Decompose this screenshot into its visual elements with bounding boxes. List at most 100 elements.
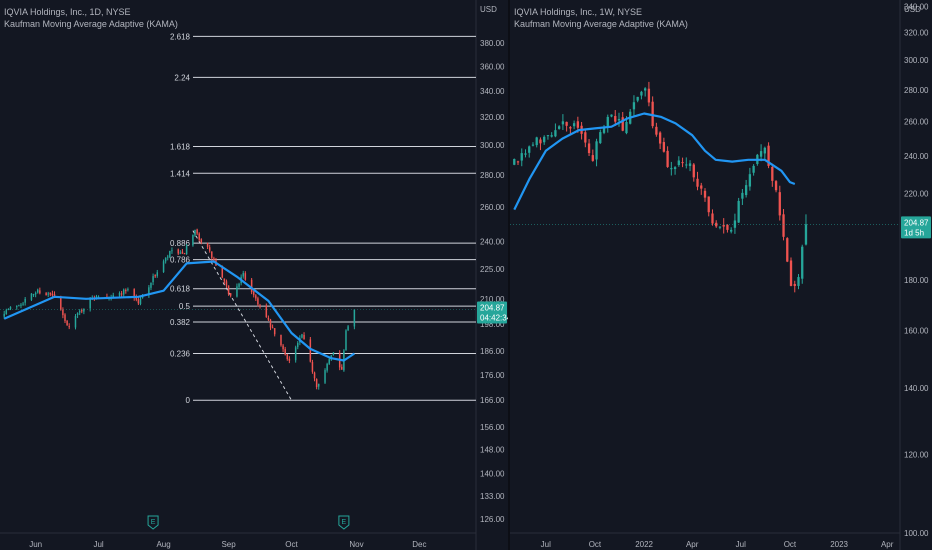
candle-body[interactable]: [707, 196, 710, 213]
candle-body[interactable]: [759, 151, 763, 157]
candle-body[interactable]: [726, 224, 729, 230]
earnings-marker[interactable]: [338, 515, 350, 530]
candle-body[interactable]: [685, 164, 688, 166]
candle-body[interactable]: [271, 327, 274, 329]
candle-body[interactable]: [162, 261, 165, 273]
candle-body[interactable]: [782, 214, 785, 237]
candle-body[interactable]: [617, 119, 621, 121]
candle-body[interactable]: [74, 315, 77, 328]
candle-body[interactable]: [89, 299, 91, 309]
candle-body[interactable]: [236, 286, 238, 297]
candle-body[interactable]: [516, 161, 520, 163]
candle-body[interactable]: [681, 162, 684, 164]
candle-body[interactable]: [194, 229, 196, 236]
candle-body[interactable]: [658, 132, 662, 144]
candle-body[interactable]: [718, 226, 722, 228]
candle-body[interactable]: [76, 313, 79, 315]
candle-body[interactable]: [591, 155, 594, 161]
candle-body[interactable]: [273, 328, 276, 335]
candle-body[interactable]: [137, 299, 140, 304]
candle-body[interactable]: [60, 297, 62, 310]
candle-body[interactable]: [127, 289, 129, 291]
candle-body[interactable]: [771, 166, 774, 181]
candle-body[interactable]: [167, 256, 169, 258]
candle-body[interactable]: [640, 91, 643, 96]
candle-body[interactable]: [778, 192, 781, 216]
candle-body[interactable]: [81, 310, 83, 312]
candle-body[interactable]: [39, 290, 41, 294]
candle-body[interactable]: [208, 247, 211, 251]
candle-body[interactable]: [311, 361, 314, 372]
candle-body[interactable]: [692, 164, 695, 178]
candle-body[interactable]: [125, 289, 127, 292]
candle-body[interactable]: [238, 283, 240, 287]
candle-body[interactable]: [64, 314, 66, 322]
candle-body[interactable]: [644, 88, 647, 91]
candle-body[interactable]: [301, 334, 303, 338]
candle-body[interactable]: [30, 293, 33, 300]
earnings-marker[interactable]: [147, 515, 159, 530]
candle-body[interactable]: [227, 285, 230, 294]
candle-body[interactable]: [673, 167, 677, 170]
candle-body[interactable]: [317, 383, 320, 387]
candle-body[interactable]: [150, 282, 152, 288]
candle-body[interactable]: [587, 143, 591, 154]
candle-body[interactable]: [647, 88, 651, 103]
candle-body[interactable]: [257, 298, 259, 305]
candle-body[interactable]: [666, 150, 669, 167]
candle-body[interactable]: [192, 234, 194, 246]
candle-body[interactable]: [288, 358, 291, 361]
candle-body[interactable]: [332, 352, 335, 355]
candle-body[interactable]: [621, 117, 624, 131]
candle-body[interactable]: [45, 293, 47, 296]
candle-body[interactable]: [744, 185, 748, 196]
candle-body[interactable]: [22, 303, 24, 305]
daily-symbol-title[interactable]: IQVIA Holdings, Inc., 1D, NYSE: [4, 7, 131, 17]
candle-body[interactable]: [328, 359, 330, 364]
candle-body[interactable]: [223, 278, 226, 282]
candle-body[interactable]: [730, 229, 733, 232]
candle-body[interactable]: [252, 291, 255, 296]
candle-body[interactable]: [324, 370, 326, 383]
candle-body[interactable]: [259, 305, 261, 307]
candle-body[interactable]: [326, 363, 328, 371]
candle-body[interactable]: [133, 289, 135, 299]
candle-body[interactable]: [9, 306, 12, 309]
candle-body[interactable]: [164, 257, 167, 262]
candle-body[interactable]: [242, 273, 244, 277]
candle-body[interactable]: [599, 132, 602, 144]
candle-body[interactable]: [83, 308, 85, 312]
candle-body[interactable]: [66, 320, 68, 326]
weekly-symbol-title[interactable]: IQVIA Holdings, Inc., 1W, NYSE: [514, 7, 643, 17]
candle-body[interactable]: [120, 293, 123, 295]
fib-trendline[interactable]: [192, 230, 292, 401]
candle-body[interactable]: [24, 298, 26, 303]
candle-body[interactable]: [677, 160, 680, 166]
candle-body[interactable]: [625, 121, 628, 134]
candle-body[interactable]: [7, 308, 10, 310]
chart-pane-daily[interactable]: USD 380.00 360.00 340.00 320.00 300.00 280.00 2…: [0, 0, 508, 550]
chart-pane-weekly[interactable]: USD 340.00 320.00 300.00 280.00 260.00 240.00 2…: [510, 0, 932, 550]
candle-body[interactable]: [183, 253, 186, 255]
candle-body[interactable]: [53, 294, 56, 297]
kama-line[interactable]: [3, 260, 356, 362]
candle-body[interactable]: [309, 339, 312, 362]
candle-body[interactable]: [614, 116, 617, 122]
candle-body[interactable]: [313, 372, 316, 379]
candle-body[interactable]: [244, 273, 247, 280]
candle-body[interactable]: [265, 305, 268, 317]
candle-body[interactable]: [696, 178, 699, 187]
candle-body[interactable]: [789, 260, 793, 286]
candle-body[interactable]: [282, 345, 284, 350]
candle-body[interactable]: [297, 342, 299, 348]
candle-body[interactable]: [543, 136, 546, 143]
candle-body[interactable]: [20, 304, 22, 306]
candle-body[interactable]: [767, 145, 770, 166]
candle-body[interactable]: [225, 281, 228, 286]
candle-body[interactable]: [34, 292, 37, 295]
candle-body[interactable]: [700, 185, 703, 189]
candle-body[interactable]: [565, 121, 568, 126]
candle-body[interactable]: [774, 181, 778, 191]
candle-body[interactable]: [610, 114, 613, 117]
candle-body[interactable]: [156, 272, 159, 276]
